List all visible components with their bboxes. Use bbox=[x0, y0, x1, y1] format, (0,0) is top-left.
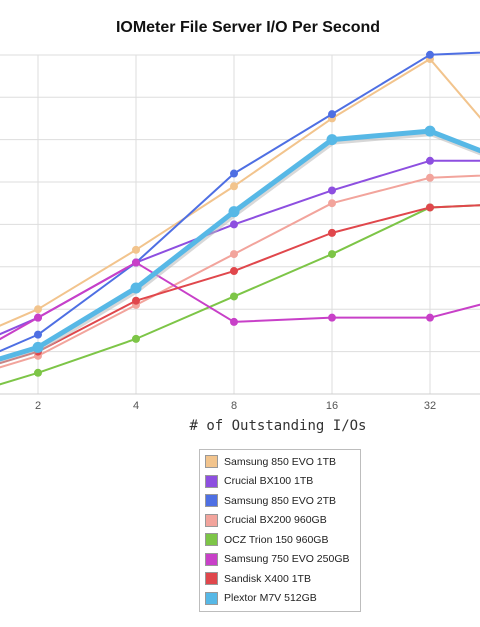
data-point bbox=[34, 305, 42, 314]
data-point bbox=[328, 186, 336, 195]
data-point bbox=[228, 206, 240, 218]
data-point bbox=[130, 282, 142, 294]
data-point bbox=[328, 110, 336, 119]
legend-label: Samsung 850 EVO 2TB bbox=[224, 494, 337, 507]
chart-legend: Samsung 850 EVO 1TB Crucial BX100 1TB Sa… bbox=[199, 449, 361, 612]
data-point bbox=[132, 296, 140, 305]
legend-item: Plextor M7V 512GB bbox=[200, 589, 360, 609]
legend-label: Plextor M7V 512GB bbox=[224, 592, 317, 605]
data-point bbox=[426, 50, 434, 59]
x-tick-label: 32 bbox=[424, 400, 436, 412]
series-line bbox=[0, 204, 480, 365]
data-point bbox=[328, 250, 336, 259]
data-point bbox=[132, 334, 140, 343]
legend-item: Samsung 850 EVO 2TB bbox=[200, 491, 360, 511]
legend-label: Crucial BX200 960GB bbox=[224, 514, 327, 527]
x-tick-label: 4 bbox=[133, 400, 139, 412]
data-point bbox=[34, 313, 42, 322]
legend-item: Sandisk X400 1TB bbox=[200, 569, 360, 589]
data-point bbox=[328, 199, 336, 208]
legend-item: Crucial BX100 1TB bbox=[200, 472, 360, 492]
data-point bbox=[230, 317, 238, 326]
data-point bbox=[230, 292, 238, 301]
legend-label: OCZ Trion 150 960GB bbox=[224, 533, 329, 546]
legend-item: Samsung 750 EVO 250GB bbox=[200, 550, 360, 570]
data-point bbox=[132, 245, 140, 254]
legend-swatch bbox=[205, 455, 218, 469]
x-tick-label: 16 bbox=[326, 400, 338, 412]
legend-swatch bbox=[205, 591, 218, 605]
x-tick-label: 8 bbox=[231, 400, 237, 412]
data-point bbox=[326, 134, 338, 146]
data-point bbox=[132, 258, 140, 267]
legend-label: Crucial BX100 1TB bbox=[224, 475, 314, 488]
legend-swatch bbox=[205, 533, 218, 547]
data-point bbox=[230, 267, 238, 276]
legend-label: Samsung 850 EVO 1TB bbox=[224, 455, 337, 468]
legend-label: Samsung 750 EVO 250GB bbox=[224, 553, 350, 566]
legend-item: OCZ Trion 150 960GB bbox=[200, 530, 360, 550]
data-point bbox=[424, 125, 436, 137]
data-point bbox=[230, 169, 238, 178]
legend-swatch bbox=[205, 572, 218, 586]
data-point bbox=[328, 228, 336, 237]
x-axis-label: # of Outstanding I/Os bbox=[189, 418, 367, 434]
data-point bbox=[426, 156, 434, 165]
data-point bbox=[34, 368, 42, 377]
legend-item: Samsung 850 EVO 1TB bbox=[200, 452, 360, 472]
legend-swatch bbox=[205, 513, 218, 527]
data-point bbox=[328, 313, 336, 322]
data-point bbox=[34, 330, 42, 339]
legend-swatch bbox=[205, 552, 218, 566]
chart-plot-area: 2 4 8 16 32 bbox=[0, 50, 480, 412]
data-point bbox=[230, 250, 238, 259]
data-point bbox=[32, 341, 44, 353]
data-point bbox=[426, 173, 434, 182]
data-point bbox=[230, 182, 238, 191]
chart-title: IOMeter File Server I/O Per Second bbox=[115, 19, 381, 36]
data-point bbox=[426, 203, 434, 212]
legend-item: Crucial BX200 960GB bbox=[200, 511, 360, 531]
series-line bbox=[0, 261, 480, 341]
data-point bbox=[426, 313, 434, 322]
legend-swatch bbox=[205, 474, 218, 488]
data-point bbox=[230, 220, 238, 229]
x-tick-label: 2 bbox=[35, 400, 41, 412]
series-line bbox=[0, 204, 480, 386]
legend-label: Sandisk X400 1TB bbox=[224, 572, 311, 585]
legend-swatch bbox=[205, 494, 218, 508]
